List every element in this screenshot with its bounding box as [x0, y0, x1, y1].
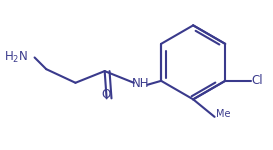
- Text: Me: Me: [216, 109, 230, 119]
- Text: O: O: [101, 88, 110, 101]
- Text: $\mathregular{H_2N}$: $\mathregular{H_2N}$: [4, 50, 28, 65]
- Text: NH: NH: [132, 77, 149, 90]
- Text: Cl: Cl: [251, 74, 263, 87]
